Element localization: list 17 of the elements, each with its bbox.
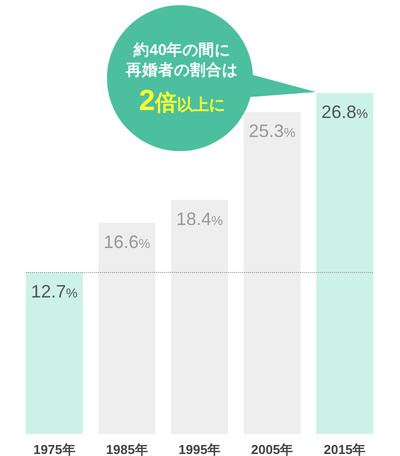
- text: 約40年の間に再婚者の割合は: [125, 41, 239, 81]
- data-label: 18.4%: [176, 208, 224, 229]
- bar: [316, 93, 374, 434]
- bar: [98, 222, 156, 434]
- x-tick-label: 2015年: [324, 442, 366, 456]
- bar: [26, 272, 83, 434]
- x-tick-label: 2005年: [251, 442, 294, 456]
- x-tick-label: 1995年: [178, 442, 220, 456]
- annotation: 2倍以上に: [138, 85, 226, 117]
- bar: [171, 200, 228, 434]
- x-tick-label: 1975年: [33, 442, 76, 456]
- x-tick-label: 1985年: [106, 442, 148, 456]
- data-label: 16.6%: [104, 232, 151, 252]
- data-label: 12.7%: [30, 281, 78, 302]
- data-label: 25.3%: [248, 121, 296, 142]
- bar: [244, 112, 301, 434]
- data-label: 26.8%: [321, 102, 368, 122]
